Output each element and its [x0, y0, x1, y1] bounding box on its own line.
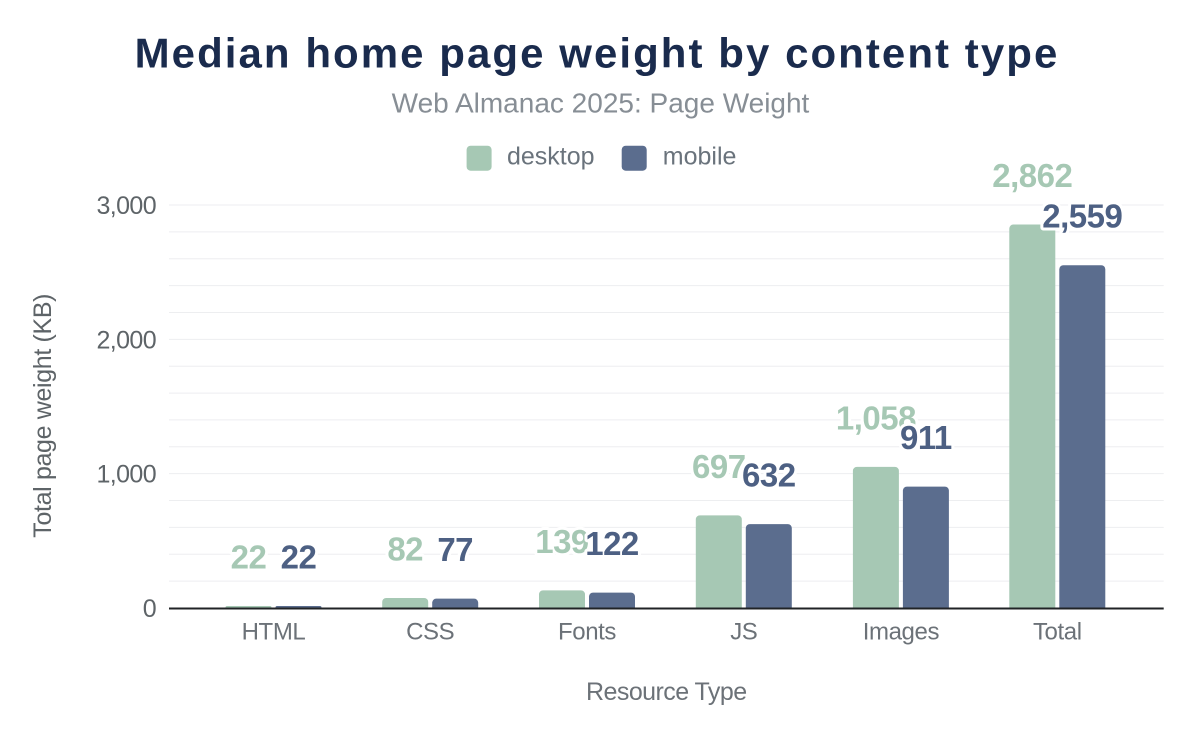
svg-text:82: 82: [387, 531, 423, 568]
svg-text:22: 22: [231, 539, 267, 576]
svg-text:CSS: CSS: [406, 619, 454, 646]
svg-text:697: 697: [692, 448, 746, 485]
svg-text:Images: Images: [863, 619, 940, 646]
svg-text:Resource Type: Resource Type: [586, 678, 747, 706]
svg-text:mobile: mobile: [663, 143, 737, 171]
svg-text:2,862: 2,862: [992, 157, 1072, 194]
svg-text:HTML: HTML: [242, 619, 306, 646]
svg-text:911: 911: [900, 419, 952, 456]
svg-text:Median home page weight by con: Median home page weight by content type: [135, 30, 1060, 77]
svg-text:JS: JS: [730, 619, 757, 646]
svg-text:1,058: 1,058: [836, 399, 916, 436]
svg-text:Total page weight (KB): Total page weight (KB): [29, 294, 57, 538]
svg-text:3,000: 3,000: [96, 192, 156, 220]
svg-text:0: 0: [143, 595, 156, 623]
svg-text:Web Almanac 2025: Page Weight: Web Almanac 2025: Page Weight: [392, 88, 810, 119]
svg-text:Fonts: Fonts: [558, 619, 616, 646]
svg-text:desktop: desktop: [507, 143, 595, 171]
svg-text:1,000: 1,000: [96, 461, 156, 489]
svg-text:139: 139: [535, 523, 589, 560]
svg-text:122: 122: [585, 525, 639, 562]
svg-text:2,000: 2,000: [96, 326, 156, 354]
svg-text:2,559: 2,559: [1042, 198, 1122, 235]
svg-text:632: 632: [742, 457, 796, 494]
svg-text:Total: Total: [1033, 619, 1082, 646]
svg-text:22: 22: [281, 539, 317, 576]
svg-text:77: 77: [437, 531, 473, 568]
